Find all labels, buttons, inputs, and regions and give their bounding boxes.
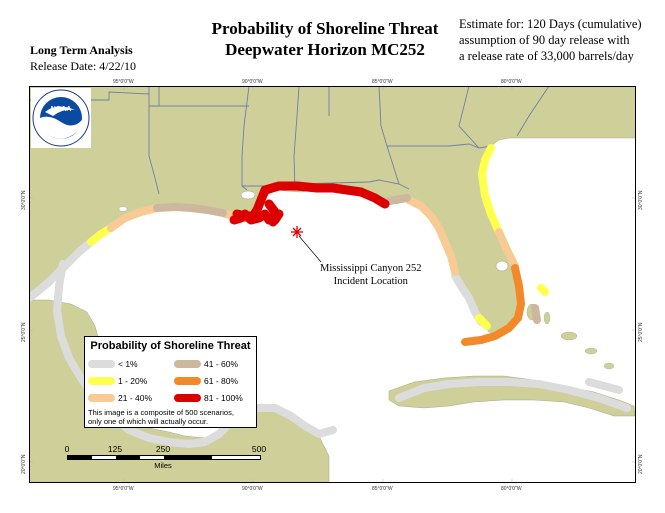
legend-note-line-1: This image is a composite of 500 scenari… <box>88 408 234 417</box>
legend-swatch <box>174 394 201 402</box>
legend-label: < 1% <box>118 359 138 369</box>
lake-okeechobee <box>495 260 509 272</box>
scale-bar-graphic <box>67 455 261 460</box>
scale-label-0: 0 <box>64 444 70 454</box>
bottom-tick-0: 95°0'0"W <box>113 486 134 492</box>
small-island <box>118 206 128 212</box>
legend-label: 81 - 100% <box>204 393 243 403</box>
state-borders <box>29 86 550 195</box>
estimate-line-3: a release rate of 33,000 barrels/day <box>459 49 634 63</box>
top-tick-2: 85°0'0"W <box>372 79 393 85</box>
logo-text: NOAA <box>51 106 72 113</box>
title-line-2: Deepwater Horizon MC252 <box>225 40 425 59</box>
release-date: Release Date: 4/22/10 <box>30 59 136 73</box>
legend-item: 61 - 80% <box>174 376 238 386</box>
title-line-1: Probability of Shoreline Threat <box>211 19 439 38</box>
noaa-logo: NOAA <box>31 88 91 148</box>
estimate-line-1: Estimate for: 120 Days (cumulative) <box>459 17 642 31</box>
legend-swatch <box>88 377 115 385</box>
legend-item: 1 - 20% <box>88 376 147 386</box>
legend-item: 41 - 60% <box>174 359 238 369</box>
scale-label-500: 500 <box>251 444 267 454</box>
scale-label-125: 125 <box>107 444 123 454</box>
map-border <box>29 86 636 483</box>
legend-label: 61 - 80% <box>204 376 239 386</box>
bottom-tick-2: 85°0'0"W <box>372 486 393 492</box>
threat-81-100 <box>229 181 390 227</box>
top-tick-1: 90°0'0"W <box>242 79 263 85</box>
lake-pontchartrain <box>240 190 256 200</box>
legend-swatch <box>174 360 201 368</box>
legend-item: < 1% <box>88 359 138 369</box>
legend: Probability of Shoreline Threat < 1% 41 … <box>84 336 257 428</box>
scale-label-250: 250 <box>155 444 171 454</box>
bottom-tick-1: 90°0'0"W <box>242 486 263 492</box>
legend-note: This image is a composite of 500 scenari… <box>88 408 256 426</box>
legend-label: 1 - 20% <box>118 376 148 386</box>
right-tick-1: 25°0'0"N <box>638 322 644 342</box>
legend-note-line-2: only one of which will actually occur. <box>88 417 209 426</box>
legend-label: 41 - 60% <box>204 359 239 369</box>
incident-label: Mississippi Canyon 252 Incident Location <box>320 262 422 288</box>
legend-item: 81 - 100% <box>174 393 243 403</box>
incident-leader-line <box>298 235 322 263</box>
mexico-yucatan <box>29 299 330 483</box>
right-tick-0: 30°0'0"N <box>638 190 644 210</box>
estimate-note: Estimate for: 120 Days (cumulative) assu… <box>459 16 664 64</box>
left-tick-0: 30°0'0"N <box>21 190 27 210</box>
scale-units: Miles <box>154 461 172 470</box>
estimate-line-2: assumption of 90 day release with <box>459 33 630 47</box>
legend-swatch <box>88 394 115 402</box>
legend-label: 21 - 40% <box>118 393 153 403</box>
bottom-tick-3: 80°0'0"W <box>501 486 522 492</box>
analysis-type: Long Term Analysis <box>30 43 133 57</box>
top-tick-0: 95°0'0"W <box>113 79 134 85</box>
top-tick-3: 80°0'0"W <box>501 79 522 85</box>
right-tick-2: 20°0'0"N <box>638 454 644 474</box>
incident-label-line-1: Mississippi Canyon 252 <box>320 263 422 274</box>
incident-label-line-2: Incident Location <box>333 276 408 287</box>
map-title: Probability of Shoreline Threat Deepwate… <box>190 18 460 60</box>
incident-marker <box>291 226 303 238</box>
legend-title: Probability of Shoreline Threat <box>90 340 251 352</box>
left-tick-1: 25°0'0"N <box>21 322 27 342</box>
legend-swatch <box>174 377 201 385</box>
left-tick-2: 20°0'0"N <box>21 454 27 474</box>
legend-swatch <box>88 360 115 368</box>
header-left: Long Term Analysis Release Date: 4/22/10 <box>30 42 136 74</box>
scale-bar: 0 125 250 500 Miles <box>64 444 266 474</box>
legend-item: 21 - 40% <box>88 393 152 403</box>
